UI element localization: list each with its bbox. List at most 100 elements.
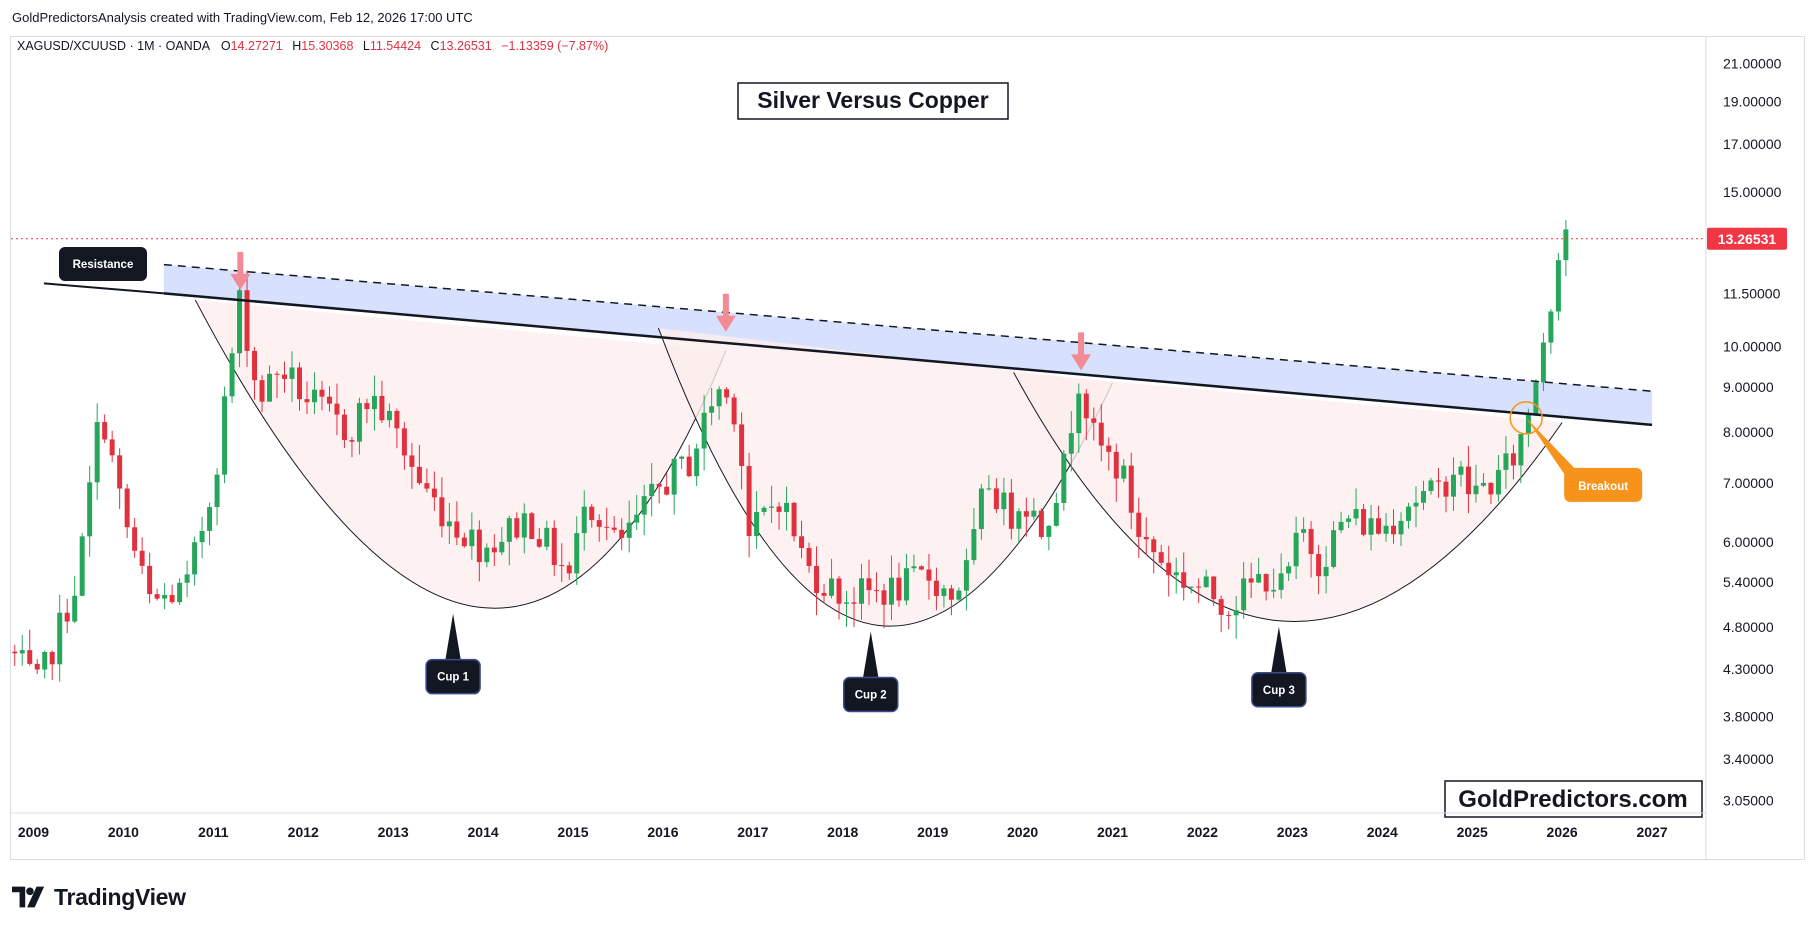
candle	[1428, 477, 1434, 495]
tradingview-logo-icon	[12, 886, 45, 908]
candle-body	[963, 560, 969, 591]
candle	[42, 650, 48, 679]
candle	[589, 504, 595, 528]
candle-body	[244, 290, 250, 351]
candle	[132, 517, 138, 558]
price-axis[interactable]: 21.00000 19.00000 17.00000 15.00000 11.50000…	[1723, 55, 1782, 808]
candle	[109, 430, 115, 463]
candle	[1076, 383, 1082, 453]
time-tick-label: 2017	[737, 824, 768, 840]
price-tick-label: 15.00000	[1723, 184, 1782, 200]
candle	[244, 270, 250, 367]
candle-body	[379, 395, 385, 421]
candle-body	[536, 539, 542, 547]
cup-callout-2: Cup 2	[842, 631, 899, 713]
chart-panel[interactable]: Breakout Resistance Cup 1 Cup 2 Cup 3 XAGUSD…	[10, 36, 1806, 861]
candle	[881, 583, 887, 629]
candle	[814, 546, 820, 616]
breakout-callout: Breakout	[1564, 467, 1643, 502]
candle-body	[154, 594, 160, 599]
candle	[933, 567, 939, 611]
candle-body	[799, 536, 805, 548]
price-tick-label: 3.40000	[1723, 751, 1774, 767]
candle-body	[551, 527, 557, 566]
candle	[1196, 578, 1202, 604]
candle	[379, 380, 385, 423]
candle-body	[319, 389, 325, 397]
candle	[401, 422, 407, 470]
candle	[1256, 557, 1262, 584]
candle	[1233, 596, 1239, 639]
candle	[1091, 407, 1097, 441]
candle-body	[416, 466, 422, 484]
candle	[1346, 515, 1352, 529]
candle-body	[1128, 465, 1134, 513]
candle	[72, 575, 78, 624]
candle	[446, 502, 452, 544]
candle	[184, 560, 190, 598]
candle-body	[679, 456, 685, 459]
candle-body	[1548, 311, 1554, 343]
candle-body	[1226, 614, 1232, 616]
time-tick-label: 2023	[1277, 824, 1308, 840]
candle-body	[911, 566, 917, 569]
candle	[19, 635, 25, 666]
candle-body	[1188, 586, 1194, 588]
candle-body	[1435, 480, 1441, 482]
candle-body	[1143, 536, 1149, 540]
candle-body	[1166, 562, 1172, 576]
candle-body	[686, 456, 692, 477]
tradingview-brand[interactable]: TradingView	[54, 883, 186, 910]
candle	[34, 659, 40, 675]
cup-fill-2	[658, 328, 1113, 627]
candle	[416, 444, 422, 485]
candle-body	[296, 367, 302, 400]
candle-body	[784, 502, 790, 512]
candle	[1435, 467, 1441, 498]
candle-body	[469, 529, 475, 547]
candle	[1308, 521, 1314, 578]
price-chart[interactable]: Breakout Resistance Cup 1 Cup 2 Cup 3 XAGUSD…	[11, 37, 1806, 861]
candle-body	[1323, 566, 1329, 577]
candle	[1211, 576, 1217, 606]
candle	[499, 527, 505, 556]
cup-box	[842, 676, 899, 713]
candle	[334, 383, 340, 436]
candle	[596, 514, 602, 542]
candle	[619, 518, 625, 551]
candle-body	[222, 396, 228, 475]
candle-body	[1046, 525, 1052, 537]
candle-body	[776, 506, 782, 512]
candle	[1473, 464, 1479, 503]
candle	[679, 455, 685, 469]
candle-body	[1023, 511, 1029, 517]
candle-body	[724, 389, 730, 398]
candle-body	[64, 612, 70, 622]
candle	[1413, 486, 1419, 528]
legend-low-label: L	[363, 39, 370, 53]
candle	[544, 520, 550, 551]
candle	[1143, 517, 1149, 556]
candle-body	[79, 536, 85, 596]
time-axis[interactable]: 2009 2010 2011 2012 2013 2014 2015 2016 2017 2018…	[18, 824, 1668, 840]
candle-body	[866, 578, 872, 591]
arrow-head	[1071, 354, 1092, 371]
candle-body	[334, 403, 340, 415]
candle-body	[1353, 509, 1359, 519]
candle	[1421, 480, 1426, 510]
candle	[1218, 595, 1224, 633]
candle-body	[918, 566, 924, 570]
candle-body	[806, 547, 812, 566]
time-tick-label: 2025	[1457, 824, 1488, 840]
candle	[162, 583, 168, 610]
legend-high-label: H	[292, 39, 301, 53]
candle-body	[94, 422, 100, 483]
cup-label: Cup 3	[1263, 685, 1295, 697]
candle-body	[566, 565, 572, 574]
candle	[1406, 502, 1412, 529]
candle	[859, 563, 864, 620]
candle	[1480, 473, 1486, 487]
candle	[1166, 545, 1172, 597]
cup-curve-2	[657, 327, 1113, 627]
candle	[1136, 497, 1142, 559]
